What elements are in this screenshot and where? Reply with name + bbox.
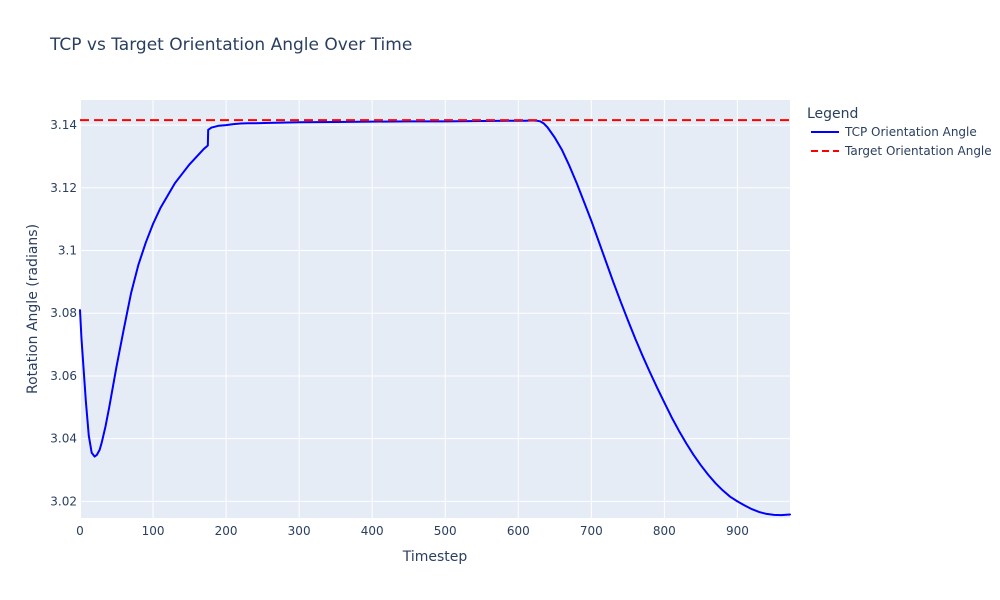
x-tick-label: 300 bbox=[288, 524, 311, 538]
x-tick-label: 700 bbox=[580, 524, 603, 538]
plot-area bbox=[80, 100, 790, 518]
y-tick-label: 3.06 bbox=[50, 369, 77, 383]
x-axis-title: Timestep bbox=[402, 549, 468, 565]
y-gridlines bbox=[80, 124, 790, 502]
x-tick-label: 600 bbox=[507, 524, 530, 538]
x-tick-label: 100 bbox=[142, 524, 165, 538]
y-tick-label: 3.1 bbox=[58, 244, 77, 258]
y-tick-label: 3.08 bbox=[50, 306, 77, 320]
x-tick-label: 400 bbox=[361, 524, 384, 538]
legend[interactable]: Legend TCP Orientation Angle Target Orie… bbox=[807, 106, 992, 158]
y-tick-label: 3.12 bbox=[50, 181, 77, 195]
series-layer bbox=[79, 119, 791, 517]
y-tick-label: 3.02 bbox=[50, 494, 77, 508]
x-tick-labels: 0 100 200 300 400 500 600 700 800 900 bbox=[76, 524, 749, 538]
legend-title: Legend bbox=[807, 106, 858, 122]
y-axis-title: Rotation Angle (radians) bbox=[25, 224, 41, 394]
legend-label-tcp: TCP Orientation Angle bbox=[844, 125, 977, 139]
y-tick-labels: 3.02 3.04 3.06 3.08 3.1 3.12 3.14 bbox=[50, 118, 77, 508]
chart-title: TCP vs Target Orientation Angle Over Tim… bbox=[49, 35, 412, 55]
legend-label-target: Target Orientation Angle bbox=[844, 144, 992, 158]
legend-item-target[interactable]: Target Orientation Angle bbox=[811, 144, 992, 158]
x-tick-label: 0 bbox=[76, 524, 84, 538]
x-tick-label: 900 bbox=[726, 524, 749, 538]
legend-item-tcp[interactable]: TCP Orientation Angle bbox=[811, 125, 977, 139]
x-tick-label: 500 bbox=[434, 524, 457, 538]
y-tick-label: 3.14 bbox=[50, 118, 77, 132]
x-gridlines bbox=[79, 100, 738, 518]
x-tick-label: 800 bbox=[653, 524, 676, 538]
series-line-tcp[interactable] bbox=[79, 119, 791, 517]
y-tick-label: 3.04 bbox=[50, 432, 77, 446]
x-tick-label: 200 bbox=[215, 524, 238, 538]
